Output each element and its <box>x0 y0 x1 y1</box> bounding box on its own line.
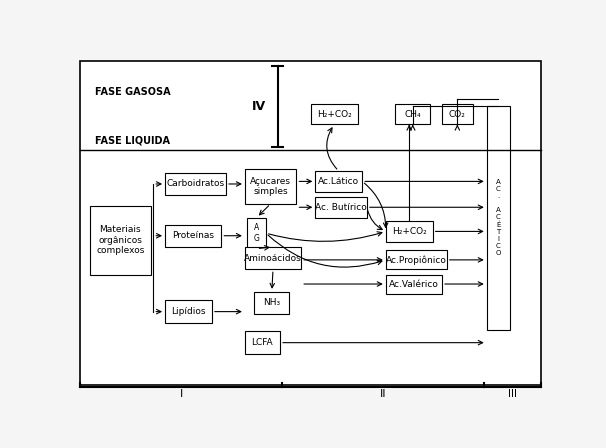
Bar <box>442 104 473 125</box>
Text: Proteínas: Proteínas <box>172 231 214 240</box>
Text: Ac.Propiônico: Ac.Propiônico <box>386 255 447 265</box>
Bar <box>90 206 151 275</box>
Bar <box>245 332 280 354</box>
Bar <box>385 221 433 242</box>
Text: II: II <box>380 388 387 399</box>
Bar <box>165 173 226 195</box>
Text: Aminoácidos: Aminoácidos <box>244 254 302 263</box>
Text: H₂+CO₂: H₂+CO₂ <box>317 110 351 119</box>
Text: Ac.Lático: Ac.Lático <box>318 177 359 186</box>
Text: H₂+CO₂: H₂+CO₂ <box>392 227 427 236</box>
Text: FASE LIQUIDA: FASE LIQUIDA <box>95 135 170 145</box>
Bar <box>385 250 447 269</box>
Text: Materiais
orgânicos
complexos: Materiais orgânicos complexos <box>96 225 145 255</box>
Text: A
G: A G <box>254 224 259 243</box>
Text: IV: IV <box>252 100 266 113</box>
Text: Ac.Valérico: Ac.Valérico <box>389 280 439 289</box>
Bar <box>487 105 510 330</box>
Text: Carboidratos: Carboidratos <box>167 180 225 189</box>
Bar <box>395 104 430 125</box>
Bar <box>245 247 301 269</box>
Text: A
C
.
 
A
C
É
T
I
C
O: A C . A C É T I C O <box>496 179 501 256</box>
Text: CH₄: CH₄ <box>404 110 421 119</box>
Bar <box>245 169 296 204</box>
Text: FASE GASOSA: FASE GASOSA <box>95 87 170 97</box>
Bar <box>165 224 221 247</box>
Bar <box>255 292 290 314</box>
Text: CO₂: CO₂ <box>449 110 466 119</box>
Bar <box>247 218 266 249</box>
Bar <box>315 197 367 218</box>
Text: III: III <box>508 388 517 399</box>
Bar <box>315 171 362 192</box>
Text: NH₃: NH₃ <box>263 298 281 307</box>
Bar <box>165 301 212 323</box>
Text: I: I <box>180 388 183 399</box>
Text: LCFA: LCFA <box>251 338 273 347</box>
Bar <box>310 104 358 125</box>
Text: Ac. Butírico: Ac. Butírico <box>315 203 367 212</box>
Bar <box>385 275 442 293</box>
Text: Lipídios: Lipídios <box>171 307 205 316</box>
Text: Açucares
simples: Açucares simples <box>250 177 291 196</box>
